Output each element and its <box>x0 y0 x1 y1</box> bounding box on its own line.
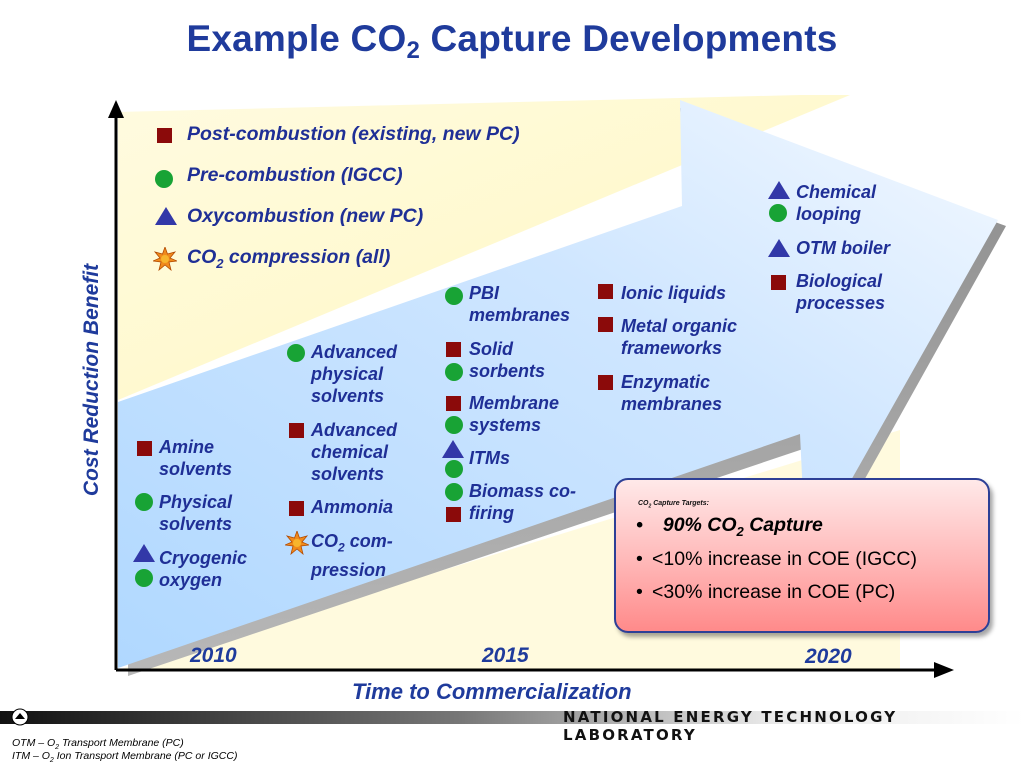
target-item-igcc: • <10% increase in COE (IGCC) <box>636 548 917 570</box>
x-axis-label: Time to Commercialization <box>352 679 632 704</box>
triangle-marker-icon <box>768 181 790 199</box>
square-marker-icon <box>446 342 461 357</box>
year-2020: 2020 <box>805 645 852 668</box>
item-pbi-membranes: PBI membranes <box>469 283 571 325</box>
circle-marker-icon <box>445 416 463 434</box>
item-ionic-liquids: Ionic liquids <box>621 283 727 303</box>
target-item-capture: • 90% CO2 Capture <box>636 514 823 539</box>
x-axis-arrowhead <box>934 662 954 678</box>
item-otm-boiler: OTM boiler <box>796 238 890 258</box>
square-marker-icon <box>598 375 613 390</box>
square-marker-icon <box>771 275 786 290</box>
square-marker-icon <box>289 423 304 438</box>
triangle-marker-icon <box>133 544 155 562</box>
circle-marker-icon <box>445 483 463 501</box>
square-marker-icon <box>157 128 172 143</box>
item-membrane-systems: Membrane systems <box>469 393 560 435</box>
circle-marker-icon <box>135 569 153 587</box>
item-biomass-co-firing: Biomass co-firing <box>469 481 577 523</box>
circle-marker-icon <box>287 344 305 362</box>
circle-marker-icon <box>769 204 787 222</box>
square-marker-icon <box>289 501 304 516</box>
capture-targets-box: CO2 Capture Targets: • 90% CO2 Capture •… <box>614 478 990 633</box>
square-marker-icon <box>446 396 461 411</box>
org-name: NATIONAL ENERGY TECHNOLOGY LABORATORY <box>563 708 898 744</box>
item-itms: ITMs <box>469 448 511 468</box>
item-solid-sorbents: Solid sorbents <box>469 339 546 381</box>
circle-marker-icon <box>155 170 173 188</box>
circle-marker-icon <box>445 363 463 381</box>
star-marker-icon <box>153 247 177 271</box>
yellow-wedge <box>118 95 850 400</box>
triangle-marker-icon <box>768 239 790 257</box>
item-biological-processes: Biological processes <box>796 271 886 313</box>
triangle-marker-icon <box>442 440 464 458</box>
item-metal-organic-frameworks: Metal organic frameworks <box>621 316 738 358</box>
footnote-otm: OTM – O2 Transport Membrane (PC) <box>12 737 184 752</box>
legend-co2-compression: CO2 compression (all) <box>187 246 391 271</box>
item-amine-solvents: Amine solvents <box>159 437 233 479</box>
legend-post-combustion: Post-combustion (existing, new PC) <box>187 123 520 145</box>
year-2015: 2015 <box>482 644 529 667</box>
legend-oxycombustion: Oxycombustion (new PC) <box>187 205 424 227</box>
y-axis-label: Cost Reduction Benefit <box>80 263 103 497</box>
doe-logo-mark <box>15 713 25 719</box>
item-cryogenic-oxygen: Cryogenic oxygen <box>159 548 248 590</box>
square-marker-icon <box>598 284 613 299</box>
year-2010: 2010 <box>190 644 237 667</box>
circle-marker-icon <box>445 460 463 478</box>
square-marker-icon <box>137 441 152 456</box>
item-enzymatic-membranes: Enzymatic membranes <box>621 372 723 414</box>
item-advanced-chemical-solvents: Advanced chemical solvents <box>311 420 398 484</box>
circle-marker-icon <box>135 493 153 511</box>
target-item-pc: • <30% increase in COE (PC) <box>636 581 896 603</box>
square-marker-icon <box>598 317 613 332</box>
footer-bar <box>0 711 1024 724</box>
page-title: Example CO2 Capture Developments <box>186 18 838 64</box>
star-marker-icon <box>285 531 309 555</box>
item-physical-solvents: Physical solvents <box>159 492 233 534</box>
legend-pre-combustion: Pre-combustion (IGCC) <box>187 164 403 186</box>
item-ammonia: Ammonia <box>311 497 394 517</box>
y-axis-arrowhead <box>108 100 124 118</box>
item-advanced-physical-solvents: Advanced physical solvents <box>311 342 398 406</box>
triangle-marker-icon <box>155 207 177 225</box>
square-marker-icon <box>446 507 461 522</box>
circle-marker-icon <box>445 287 463 305</box>
item-chemical-looping: Chemical looping <box>796 182 877 224</box>
item-co2-compression: CO2 com-pression <box>311 531 393 580</box>
footnote-itm: ITM – O2 Ion Transport Membrane (PC or I… <box>12 750 238 765</box>
targets-heading: CO2 Capture Targets: <box>638 500 709 510</box>
